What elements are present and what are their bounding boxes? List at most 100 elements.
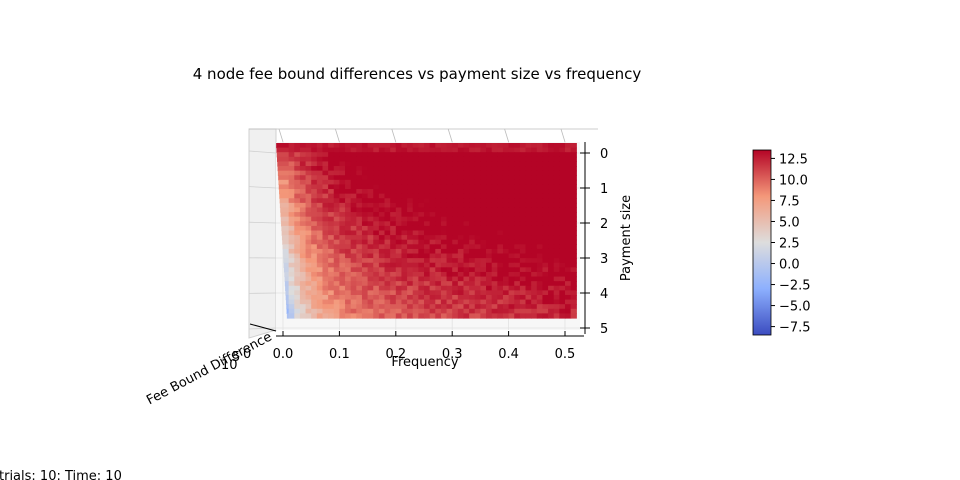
surface-cell <box>548 239 555 245</box>
surface-cell <box>356 147 363 153</box>
surface-cell <box>553 262 560 268</box>
surface-cell <box>412 294 419 301</box>
surface-cell <box>570 161 577 167</box>
surface-cell <box>525 304 532 310</box>
surface-cell <box>305 170 312 176</box>
surface-cell <box>299 244 307 250</box>
surface-cell <box>384 166 391 172</box>
surface-cell <box>361 313 369 319</box>
surface-cell <box>367 239 374 245</box>
surface-cell <box>418 184 425 190</box>
surface-cell <box>525 285 532 291</box>
surface-cell <box>305 271 312 278</box>
surface-cell <box>401 276 408 282</box>
surface-cell <box>333 175 340 181</box>
surface-cell <box>565 216 572 222</box>
surface-cell <box>407 152 414 158</box>
surface-cell <box>480 239 487 245</box>
surface-cell <box>316 235 324 241</box>
surface-cell <box>350 294 357 301</box>
surface-cell <box>412 175 419 181</box>
surface-cell <box>536 230 544 236</box>
surface-cell <box>384 198 391 204</box>
surface-cell <box>378 313 386 319</box>
surface-cell <box>316 225 324 232</box>
surface-cell <box>305 216 312 222</box>
surface-cell <box>486 193 493 199</box>
surface-cell <box>390 156 397 163</box>
surface-cell <box>378 152 386 158</box>
surface-cell <box>559 304 566 310</box>
surface-cell <box>294 258 301 264</box>
surface-cell <box>418 285 425 291</box>
surface-cell <box>418 276 425 282</box>
surface-cell <box>311 276 318 282</box>
surface-cell <box>429 225 436 232</box>
surface-cell <box>514 248 521 255</box>
surface-cell <box>288 290 295 296</box>
surface-cell <box>531 239 538 245</box>
surface-cell <box>299 230 307 236</box>
surface-cell <box>378 202 386 209</box>
surface-cell <box>559 212 566 218</box>
surface-cell <box>519 258 527 264</box>
surface-cell <box>542 212 549 218</box>
surface-cell <box>412 156 419 163</box>
surface-cell <box>570 276 577 282</box>
surface-cell <box>570 166 577 172</box>
surface-cell <box>401 161 408 167</box>
surface-cell <box>429 143 436 149</box>
surface-cell <box>497 285 504 291</box>
surface-cell <box>502 294 510 301</box>
surface-cell <box>412 239 419 245</box>
surface-cell <box>288 143 295 149</box>
surface-cell <box>384 184 391 190</box>
surface-cell <box>514 290 521 296</box>
surface-cell <box>497 244 504 250</box>
surface-cell <box>345 253 352 259</box>
surface-cell <box>339 267 346 273</box>
surface-cell <box>570 193 577 199</box>
surface-cell <box>395 189 403 195</box>
surface-cell <box>559 285 566 291</box>
surface-cell <box>519 193 527 199</box>
surface-cell <box>548 161 555 167</box>
surface-cell <box>457 202 465 209</box>
surface-cell <box>407 170 414 176</box>
y-tick-label: 3 <box>600 252 608 267</box>
surface-cell <box>497 147 504 153</box>
surface-cell <box>328 221 335 227</box>
surface-cell <box>401 175 408 181</box>
surface-cell <box>548 262 555 268</box>
surface-cell <box>469 198 476 204</box>
surface-cell <box>407 304 414 310</box>
surface-cell <box>373 308 380 314</box>
surface-cell <box>412 235 419 241</box>
surface-cell <box>542 262 549 268</box>
surface-cell <box>570 290 577 296</box>
surface-cell <box>474 262 481 268</box>
surface-cell <box>435 285 442 291</box>
surface-cell <box>542 152 549 158</box>
surface-cell <box>424 152 431 158</box>
surface-cell <box>384 225 391 232</box>
surface-cell <box>311 216 318 222</box>
surface-cell <box>502 271 510 278</box>
surface-cell <box>305 221 312 227</box>
surface-cell <box>294 202 301 209</box>
surface-cell <box>373 258 380 264</box>
surface-cell <box>440 299 448 305</box>
surface-cell <box>452 202 459 209</box>
surface-cell <box>390 170 397 176</box>
surface-cell <box>373 262 380 268</box>
surface-cell <box>424 143 431 149</box>
surface-cell <box>435 239 442 245</box>
x-tick-label: 0.1 <box>329 347 350 362</box>
surface-cell <box>378 285 386 291</box>
surface-cell <box>457 207 465 213</box>
surface-cell <box>559 143 566 149</box>
surface-cell <box>559 170 566 176</box>
surface-cell <box>412 166 419 172</box>
surface-cell <box>514 175 521 181</box>
surface-cell <box>294 161 301 167</box>
